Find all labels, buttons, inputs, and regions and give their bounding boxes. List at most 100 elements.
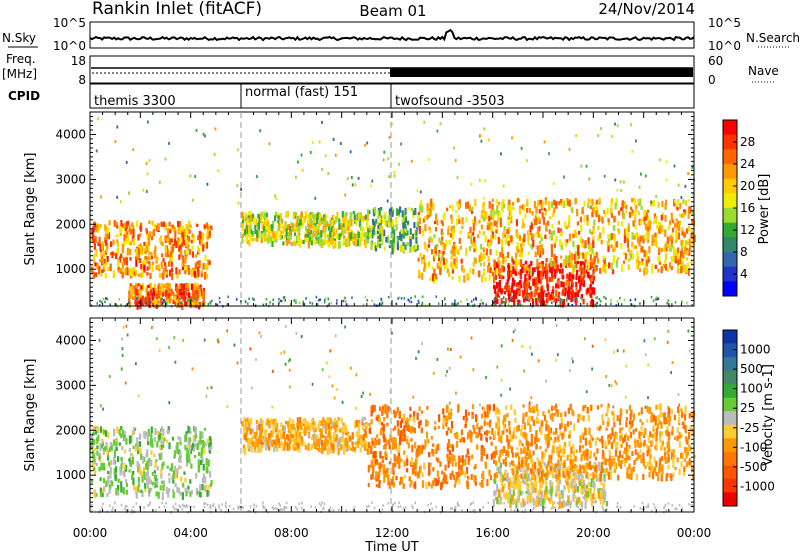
echo-cell — [665, 254, 667, 260]
echo-cell — [111, 251, 113, 258]
echo-cell — [504, 256, 506, 262]
far-range-echo-cell — [611, 135, 613, 138]
echo-cell — [322, 417, 324, 423]
echo-cell — [537, 228, 539, 233]
echo-cell — [661, 266, 663, 273]
far-range-echo-cell — [481, 140, 483, 143]
echo-cell — [461, 218, 463, 221]
far-range-echo-cell — [659, 158, 661, 161]
echo-cell — [176, 468, 178, 473]
ground-scatter-cell — [499, 295, 501, 298]
far-range-echo-cell — [120, 200, 122, 203]
echo-cell — [427, 203, 429, 211]
echo-cell — [348, 445, 350, 451]
far-range-echo-cell — [387, 200, 389, 203]
echo-cell — [582, 207, 584, 210]
echo-cell — [142, 456, 144, 464]
echo-cell — [93, 254, 95, 259]
echo-cell — [376, 417, 378, 421]
echo-cell — [313, 429, 315, 433]
echo-cell — [551, 224, 553, 229]
echo-cell — [598, 462, 600, 467]
echo-cell — [154, 428, 156, 435]
echo-cell — [152, 482, 154, 486]
ground-scatter-cell — [599, 298, 601, 301]
noise-panel-frame — [90, 22, 694, 48]
echo-cell — [577, 261, 579, 264]
echo-cell — [501, 265, 503, 271]
echo-cell — [450, 429, 452, 433]
echo-cell — [139, 258, 141, 263]
echo-cell — [331, 220, 333, 226]
ground-scatter-cell — [158, 303, 160, 306]
echo-cell — [530, 269, 532, 276]
echo-cell — [530, 291, 532, 295]
echo-cell — [386, 468, 388, 473]
echo-cell — [484, 277, 486, 282]
far-range-echo-cell — [635, 140, 637, 143]
echo-cell — [114, 450, 116, 457]
echo-cell — [311, 236, 313, 241]
echo-cell — [138, 477, 140, 484]
power-ylabel: Slant Range [km] — [23, 153, 38, 266]
echo-cell — [656, 225, 658, 229]
echo-cell — [347, 226, 349, 231]
echo-cell — [260, 445, 262, 453]
echo-cell — [634, 200, 636, 206]
echo-cell — [362, 216, 364, 222]
y-tick-label: 2000 — [55, 217, 86, 231]
echo-cell — [677, 260, 679, 266]
echo-cell — [108, 462, 110, 466]
echo-cell — [171, 262, 173, 267]
echo-cell — [286, 240, 288, 246]
echo-cell — [611, 198, 613, 203]
echo-cell — [625, 209, 627, 213]
echo-cell — [423, 463, 425, 469]
echo-cell — [443, 418, 445, 425]
far-range-echo-cell — [383, 158, 385, 161]
echo-cell — [335, 216, 337, 222]
echo-cell — [383, 475, 385, 482]
echo-cell — [286, 434, 288, 439]
echo-cell — [310, 215, 312, 220]
echo-cell — [138, 274, 140, 277]
echo-cell — [445, 465, 447, 471]
echo-cell — [118, 260, 120, 268]
echo-cell — [172, 437, 174, 441]
beam-title: Beam 01 — [359, 2, 426, 20]
echo-cell — [391, 247, 393, 255]
ground-scatter-cell — [346, 303, 348, 306]
echo-cell — [287, 421, 289, 426]
echo-cell — [148, 297, 150, 305]
echo-cell — [113, 271, 115, 274]
echo-cell — [639, 268, 641, 272]
echo-cell — [267, 238, 269, 244]
far-range-echo-cell — [344, 194, 346, 197]
echo-cell — [188, 229, 190, 234]
ground-scatter-cell — [534, 298, 536, 301]
echo-cell — [425, 482, 427, 489]
echo-cell — [280, 230, 282, 234]
echo-cell — [162, 485, 164, 491]
echo-cell — [377, 231, 379, 234]
echo-cell — [409, 484, 411, 488]
echo-cell — [571, 253, 573, 260]
echo-cell — [661, 215, 663, 221]
echo-cell — [536, 496, 538, 499]
echo-cell — [149, 273, 151, 279]
echo-cell — [251, 441, 253, 447]
echo-cell — [275, 447, 277, 450]
echo-cell — [436, 220, 438, 225]
echo-cell — [571, 208, 573, 214]
echo-cell — [418, 270, 420, 276]
echo-cell — [564, 221, 566, 227]
echo-cell — [347, 434, 349, 441]
ground-scatter-cell — [572, 299, 574, 302]
echo-cell — [504, 286, 506, 290]
echo-cell — [127, 235, 129, 240]
echo-cell — [458, 219, 460, 224]
echo-cell — [566, 282, 568, 287]
echo-cell — [341, 436, 343, 442]
echo-cell — [549, 229, 551, 234]
